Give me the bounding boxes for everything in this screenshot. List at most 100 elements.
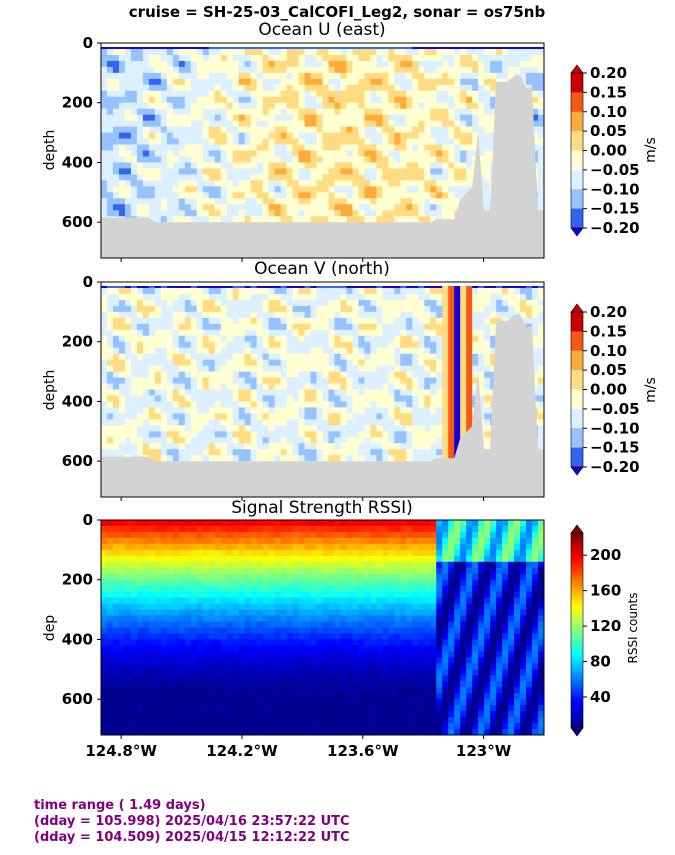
heatmap-cell [394,162,401,169]
heatmap-cell [148,204,156,211]
heatmap-cell [136,413,144,420]
heatmap-cell [340,90,347,98]
heatmap-cell [274,293,281,301]
heatmap-cell [286,335,293,343]
heatmap-cell [466,401,473,408]
heatmap-cell [454,443,461,450]
heatmap-cell [214,371,222,378]
heatmap-cell [160,347,168,355]
heatmap-cell [154,150,162,157]
heatmap-cell [298,407,305,414]
heatmap-cell [364,66,371,74]
heatmap-cell [208,168,216,175]
heatmap-cell [328,353,335,361]
heatmap-cell [478,60,485,68]
heatmap-cell [466,132,473,139]
heatmap-cell [268,359,276,367]
heatmap-cell [286,198,293,205]
heatmap-cell [154,84,162,92]
heatmap-cell [322,84,329,92]
heatmap-cell [148,84,156,92]
heatmap-cell [328,395,335,402]
heatmap-cell [364,425,371,432]
heatmap-cell [376,90,383,98]
heatmap-cell [208,78,216,86]
heatmap-cell [388,156,395,163]
heatmap-cell [400,419,407,426]
heatmap-cell [256,347,264,355]
heatmap-cell [262,293,270,301]
heatmap-cell [436,371,443,378]
heatmap-cell [124,377,132,384]
heatmap-cell [322,437,329,444]
heatmap-cell [484,90,491,98]
heatmap-cell [346,449,353,456]
heatmap-cell [358,419,365,426]
heatmap-cell [424,192,431,199]
heatmap-cell [148,72,156,80]
heatmap-cell [244,371,252,378]
heatmap-cell [214,341,222,349]
heatmap-cell [394,455,401,462]
heatmap-cell [250,72,258,80]
heatmap-cell [148,341,156,349]
heatmap-cell [166,216,174,223]
heatmap-cell [346,425,353,432]
heatmap-cell [238,90,246,98]
heatmap-cell [364,407,371,414]
heatmap-cell [286,66,293,74]
heatmap-cell [166,413,174,420]
heatmap-cell [250,216,258,223]
heatmap-cell [376,443,383,450]
heatmap-cell [346,389,353,396]
heatmap-cell [262,90,270,98]
heatmap-cell [256,66,264,74]
heatmap-cell [352,186,359,193]
heatmap-cell [280,192,287,199]
heatmap-cell [274,144,281,151]
heatmap-cell [292,449,299,456]
heatmap-cell [436,78,443,86]
heatmap-cell [400,359,407,367]
heatmap-cell [148,48,156,56]
heatmap-cell [214,216,222,223]
heatmap-cell [352,114,359,122]
heatmap-cell [358,413,365,420]
heatmap-cell [136,174,144,181]
heatmap-cell [460,335,467,343]
colorbar-label-u: m/s [643,137,659,163]
heatmap-cell [424,90,431,98]
heatmap-cell [130,347,138,355]
heatmap-cell [340,335,347,343]
heatmap-cell [382,90,389,98]
heatmap-cell [316,317,323,325]
heatmap-cell [418,443,425,450]
heatmap-cell [304,341,311,349]
heatmap-cell [466,353,473,361]
heatmap-cell [448,54,455,62]
heatmap-cell [268,401,276,408]
heatmap-cell [310,299,317,307]
heatmap-cell [274,347,281,355]
heatmap-cell [424,186,431,193]
heatmap-cell [154,162,162,169]
heatmap-cell [124,138,132,145]
heatmap-cell [322,198,329,205]
heatmap-cell [244,407,252,414]
heatmap-cell [340,317,347,325]
heatmap-cell [280,383,287,390]
heatmap-cell [448,114,455,122]
heatmap-cell [286,186,293,193]
heatmap-cell [346,383,353,390]
heatmap-cell [316,359,323,367]
heatmap-cell [274,138,281,145]
heatmap-cell [394,210,401,217]
heatmap-cell [154,48,162,56]
heatmap-cell [412,449,419,456]
heatmap-cell [466,126,473,133]
heatmap-cell [274,84,281,92]
heatmap-cell [118,198,126,205]
heatmap-cell [436,299,443,307]
heatmap-cell [274,443,281,450]
heatmap-cell [202,138,210,145]
